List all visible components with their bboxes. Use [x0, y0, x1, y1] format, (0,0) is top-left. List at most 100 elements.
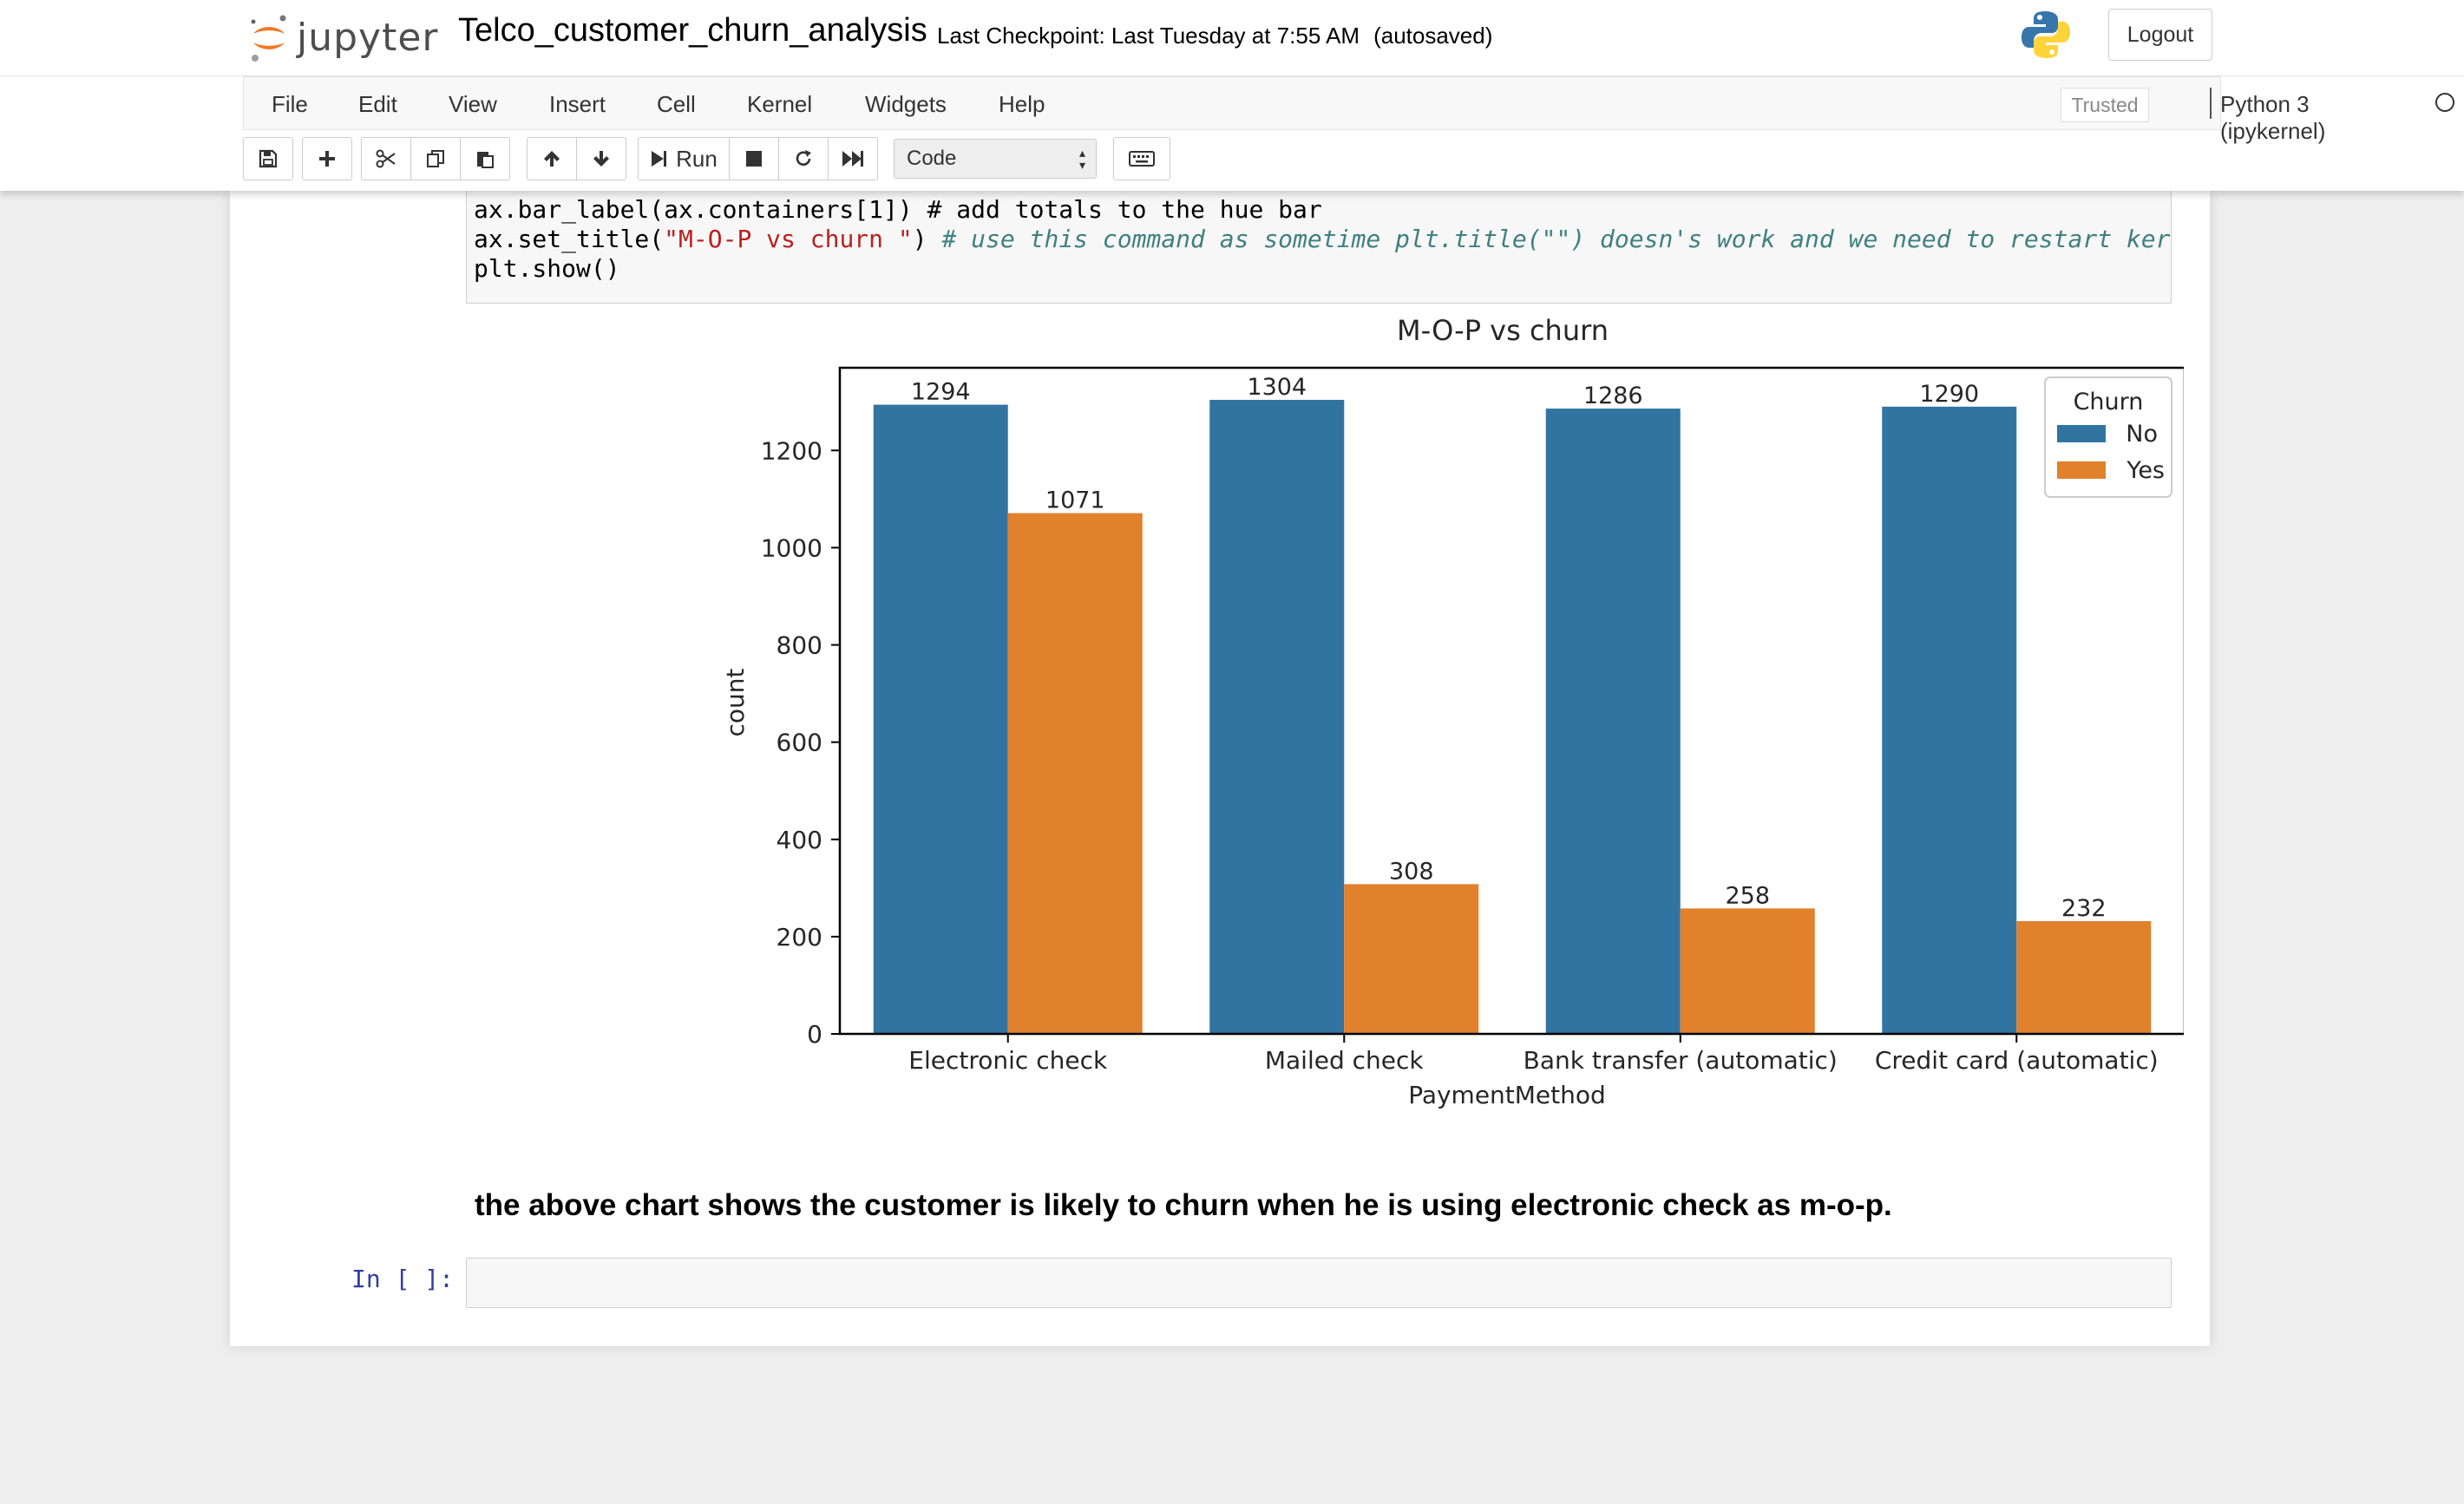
bar-no: [1882, 406, 2017, 1035]
code-line: ax.bar_label(ax.containers[1]) # add tot…: [474, 195, 1322, 224]
fast-forward-icon: [842, 151, 863, 167]
bar-value-label: 232: [2061, 895, 2107, 922]
scissors-icon: [376, 149, 396, 168]
plus-icon: [319, 151, 335, 167]
x-tick-label: Bank transfer (automatic): [1524, 1046, 1838, 1075]
code-line: plt.show(): [474, 254, 620, 283]
x-tick-label: Credit card (automatic): [1875, 1046, 2159, 1075]
y-tick-label: 800: [777, 631, 822, 660]
copy-icon: [427, 150, 444, 167]
autosave-status: (autosaved): [1373, 23, 1493, 49]
y-ticks-group: 0 200 400 600 800 1000 1200: [761, 436, 840, 1049]
bar-no: [1209, 399, 1345, 1034]
bar-value-label: 308: [1389, 858, 1434, 885]
bar-yes: [2016, 920, 2152, 1034]
bar-value-label: 1290: [1919, 381, 1979, 408]
menu-bar: File Edit View Insert Cell Kernel Widget…: [243, 76, 2454, 144]
restart-kernel-button[interactable]: [778, 137, 829, 180]
command-palette-button[interactable]: [1113, 137, 1170, 180]
logout-button[interactable]: Logout: [2108, 9, 2212, 61]
x-ticks-group: Electronic check Mailed check Bank transfe…: [908, 1034, 2159, 1075]
bar-value-label: 1294: [911, 379, 971, 406]
kernel-separator: [2210, 88, 2212, 119]
menu-help[interactable]: Help: [999, 91, 1045, 117]
code-line: ax.set_title("M-O-P vs churn ") # use th…: [474, 225, 2171, 253]
arrow-up-icon: [544, 151, 560, 167]
checkpoint-status: Last Checkpoint: Last Tuesday at 7:55 AM…: [937, 23, 1492, 49]
kernel-name[interactable]: Python 3 (ipykernel): [2220, 91, 2326, 144]
stop-icon: [746, 151, 762, 167]
move-up-button[interactable]: [527, 137, 577, 180]
trusted-indicator[interactable]: Trusted: [2061, 88, 2149, 122]
restart-icon: [796, 150, 811, 167]
notebook-header: jupyter Telco_customer_churn_analysis La…: [0, 0, 2464, 191]
cell-type-select[interactable]: Code ▴ ▾: [894, 139, 1097, 179]
legend-swatch-no: [2057, 425, 2106, 442]
x-axis-label: PaymentMethod: [1408, 1081, 1606, 1109]
insert-cell-button[interactable]: [302, 137, 352, 180]
python-logo-icon: [2020, 9, 2072, 61]
notebook-name[interactable]: Telco_customer_churn_analysis: [458, 12, 927, 49]
legend-swatch-yes: [2057, 461, 2106, 479]
save-icon: [259, 149, 278, 168]
bar-yes: [1344, 884, 1479, 1034]
menu-view[interactable]: View: [449, 91, 497, 117]
legend-label-yes: Yes: [2126, 457, 2165, 484]
select-arrows-icon: ▴ ▾: [1078, 146, 1085, 172]
menu-widgets[interactable]: Widgets: [865, 91, 947, 117]
notebook-container: ax.bar_label(ax.containers[1]) # add tot…: [230, 139, 2210, 1346]
y-tick-label: 0: [807, 1020, 822, 1049]
bar-value-label: 1286: [1583, 383, 1643, 409]
bar-labels-group: 1294 1071 1304 308 1286 258 1290 232: [911, 374, 2107, 922]
x-tick-label: Mailed check: [1265, 1046, 1425, 1075]
legend: Churn No Yes: [2044, 376, 2172, 498]
paste-button[interactable]: [460, 137, 510, 180]
bars-group: [873, 399, 2152, 1035]
checkpoint-text: Last Checkpoint: Last Tuesday at 7:55 AM: [937, 23, 1360, 49]
run-label: Run: [676, 145, 718, 172]
bar-yes: [1680, 908, 1815, 1034]
markdown-cell-text: the above chart shows the customer is li…: [475, 1188, 1892, 1222]
jupyter-logo-icon: [248, 11, 290, 63]
y-axis-label: count: [721, 668, 750, 736]
y-tick-label: 400: [777, 826, 822, 854]
jupyter-logo[interactable]: jupyter: [248, 9, 439, 66]
bar-value-label: 1071: [1045, 487, 1105, 514]
cut-button[interactable]: [361, 137, 411, 180]
save-button[interactable]: [243, 137, 293, 180]
kernel-idle-indicator: [2435, 93, 2454, 112]
menu-insert[interactable]: Insert: [549, 91, 606, 117]
menu-file[interactable]: File: [272, 91, 308, 117]
y-tick-label: 1200: [761, 436, 822, 465]
bar-value-label: 258: [1725, 882, 1770, 909]
y-tick-label: 200: [777, 923, 822, 951]
menu-kernel[interactable]: Kernel: [747, 91, 813, 117]
legend-title: Churn: [2074, 389, 2144, 415]
chart-title: M-O-P vs churn: [1397, 317, 1609, 347]
move-down-button[interactable]: [576, 137, 626, 180]
copy-button[interactable]: [410, 137, 461, 180]
cell-type-value: Code: [907, 147, 957, 170]
toolbar: Run Code ▴ ▾: [243, 137, 1284, 180]
input-prompt: In [ ]:: [351, 1265, 455, 1293]
y-tick-label: 1000: [761, 533, 822, 562]
legend-label-no: No: [2126, 421, 2158, 448]
restart-run-all-button[interactable]: [828, 137, 878, 180]
step-forward-icon: [652, 151, 667, 167]
keyboard-icon: [1129, 151, 1155, 167]
jupyter-logo-text: jupyter: [297, 15, 439, 60]
bar-no: [1545, 409, 1681, 1034]
x-tick-label: Electronic check: [908, 1046, 1108, 1075]
interrupt-button[interactable]: [729, 137, 779, 180]
bar-value-label: 1304: [1247, 374, 1307, 401]
empty-code-cell[interactable]: [466, 1258, 2172, 1308]
paste-icon: [477, 152, 494, 168]
bar-no: [873, 404, 1008, 1034]
top-bar: jupyter Telco_customer_churn_analysis La…: [0, 0, 2464, 76]
run-button[interactable]: Run: [638, 137, 730, 180]
bar-yes: [1007, 513, 1143, 1034]
menu-cell[interactable]: Cell: [657, 91, 696, 117]
menu-edit[interactable]: Edit: [358, 91, 397, 117]
y-tick-label: 600: [777, 729, 822, 757]
bar-chart: M-O-P vs churn 1294107113043081286258129…: [721, 317, 2184, 1109]
